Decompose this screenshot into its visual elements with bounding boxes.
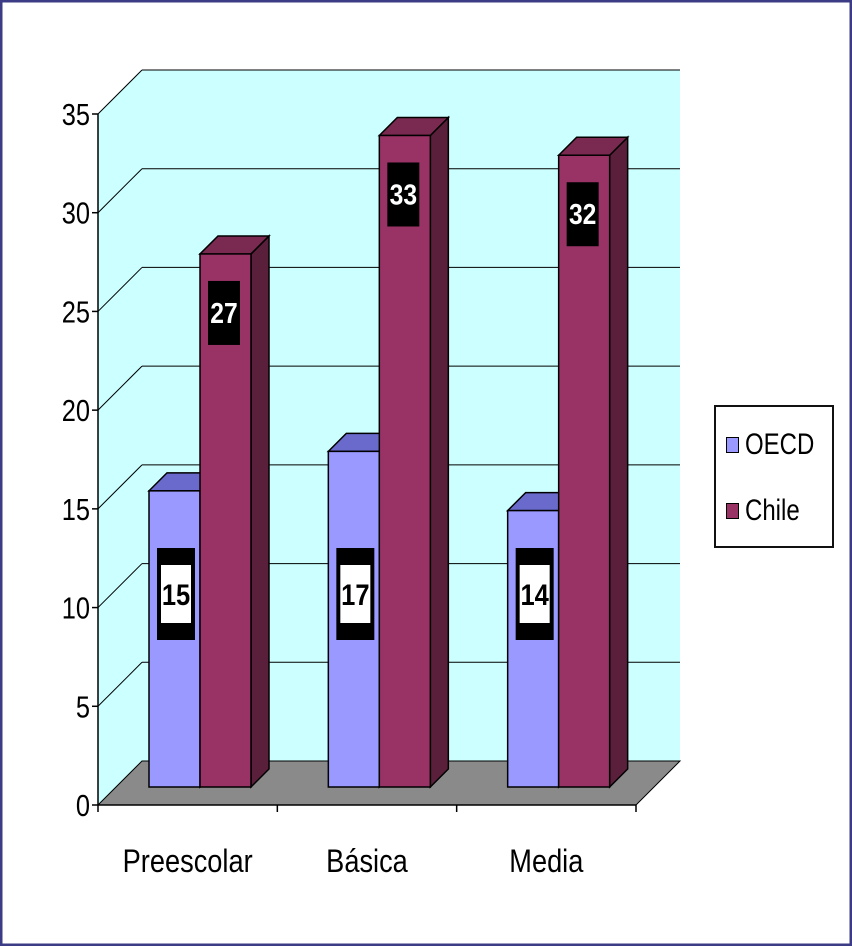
bar-chile-side [250, 234, 270, 789]
x-category-label: Preescolar [123, 844, 253, 880]
data-label-box-chile [566, 182, 599, 247]
y-tick-label: 35 [62, 98, 90, 133]
bar-chile-side [608, 135, 629, 789]
legend-swatch-oecd [726, 437, 739, 453]
y-tick-label: 15 [62, 493, 90, 528]
y-tick-label: 10 [62, 591, 90, 626]
gridline-diagonal [97, 365, 143, 411]
data-label-inner-oecd [519, 565, 550, 623]
x-category-label: Básica [326, 844, 408, 880]
legend-label-chile: Chile [745, 494, 800, 527]
data-label-oecd: 14 [520, 578, 549, 611]
gridline-diagonal [97, 267, 143, 312]
data-label-chile: 33 [390, 179, 417, 211]
data-label-inner-oecd [161, 565, 191, 623]
gridline-diagonal [97, 464, 143, 510]
data-label-oecd: 17 [341, 578, 369, 611]
x-category-label: Media [509, 844, 584, 880]
legend: OECD Chile [714, 405, 834, 548]
bar-chile [557, 154, 611, 788]
gridline-diagonal [97, 168, 143, 214]
legend-item-chile: Chile [726, 493, 813, 529]
data-label-oecd: 15 [162, 578, 190, 611]
data-label-chile: 27 [210, 297, 237, 329]
y-tick-label: 30 [62, 196, 90, 231]
y-tick-label: 25 [62, 295, 90, 330]
legend-swatch-chile [726, 503, 739, 519]
data-label-inner-oecd [340, 565, 371, 623]
data-label-box-chile [387, 162, 420, 227]
gridline-diagonal [97, 563, 143, 608]
data-label-chile: 32 [569, 198, 596, 230]
gridline-diagonal [97, 661, 143, 707]
data-label-box-chile [208, 280, 240, 345]
y-tick-label: 0 [76, 789, 90, 824]
bar-chile [378, 134, 432, 788]
bar-chile-side [429, 115, 450, 789]
legend-label-oecd: OECD [745, 428, 815, 461]
y-tick-label: 20 [62, 394, 90, 429]
gridline-diagonal [97, 69, 143, 115]
y-tick-label: 5 [76, 690, 90, 725]
legend-item-oecd: OECD [726, 427, 832, 463]
